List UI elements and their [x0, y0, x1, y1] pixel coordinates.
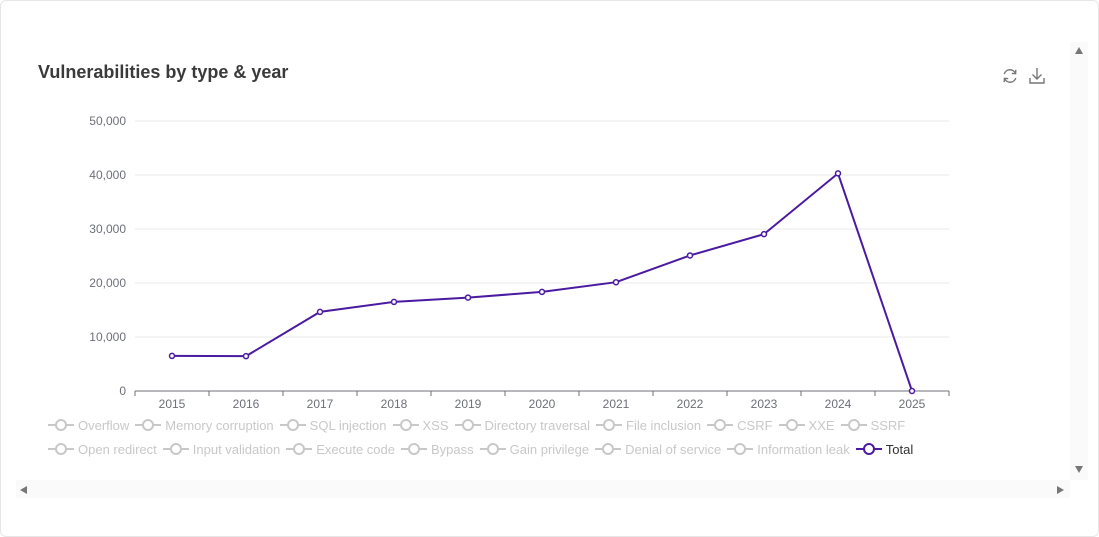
data-point [242, 352, 250, 360]
x-tick-label: 2016 [233, 397, 260, 411]
x-tick-label: 2018 [381, 397, 408, 411]
y-tick-label: 20,000 [89, 276, 126, 290]
data-point [834, 170, 842, 177]
legend-line-marker-icon [596, 419, 622, 431]
chart-legend: Overflow Memory corruption SQL injection XS… [48, 413, 953, 461]
legend-item-ssrf[interactable]: SSRF [840, 417, 906, 433]
legend-item-gain-privilege[interactable]: Gain privilege [479, 441, 590, 457]
legend-item-bypass[interactable]: Bypass [401, 442, 474, 457]
legend-item-memory-corruption[interactable]: Memory corruption [135, 417, 274, 433]
data-point [760, 230, 768, 238]
legend-label: SSRF [870, 417, 906, 433]
scroll-right-arrow-icon[interactable] [1057, 486, 1064, 494]
y-tick-label: 50,000 [89, 114, 126, 128]
y-tick-label: 10,000 [89, 330, 126, 344]
legend-item-directory-traversal[interactable]: Directory traversal [454, 417, 590, 433]
x-tick-label: 2025 [899, 397, 926, 411]
legend-label: Open redirect [78, 441, 157, 457]
chart-title: Vulnerabilities by type & year [38, 62, 289, 82]
legend-line-marker-icon [778, 419, 805, 431]
legend-label: Bypass [431, 441, 474, 457]
x-tick-label: 2017 [307, 397, 334, 411]
x-tick-label: 2015 [159, 397, 186, 411]
scroll-down-arrow-icon[interactable] [1075, 466, 1083, 473]
download-icon[interactable] [1027, 66, 1047, 86]
legend-row: Overflow Memory corruption SQL injection XS… [48, 413, 953, 437]
data-point [464, 294, 472, 301]
legend-item-execute-code[interactable]: Execute code [286, 442, 395, 457]
legend-item-xss[interactable]: XSS [392, 417, 449, 433]
legend-line-marker-icon [840, 419, 867, 431]
legend-line-marker-icon [479, 443, 506, 455]
legend-line-marker-icon [48, 419, 74, 431]
legend-line-marker-icon [727, 443, 754, 455]
refresh-icon[interactable] [1000, 66, 1020, 86]
legend-label: CSRF [737, 417, 773, 433]
legend-line-marker-icon [135, 419, 162, 431]
legend-item-open-redirect[interactable]: Open redirect [48, 442, 157, 457]
legend-line-marker-icon [707, 419, 734, 431]
legend-item-input-validation[interactable]: Input validation [162, 441, 281, 457]
legend-label: Total [885, 441, 914, 457]
y-tick-label: 0 [119, 384, 126, 398]
x-tick-label: 2023 [751, 397, 778, 411]
x-tick-label: 2021 [603, 397, 630, 411]
legend-item-overflow[interactable]: Overflow [48, 418, 129, 433]
data-point [612, 278, 620, 286]
legend-line-marker-icon [48, 443, 74, 455]
legend-line-marker-icon [286, 443, 313, 455]
data-point [538, 288, 546, 296]
legend-item-total[interactable]: Total [855, 441, 914, 457]
x-tick-label: 2022 [677, 397, 704, 411]
legend-line-marker-icon [162, 443, 189, 455]
chart-panel [16, 42, 1070, 480]
scroll-up-arrow-icon[interactable] [1075, 47, 1083, 54]
x-tick-label: 2024 [825, 397, 852, 411]
data-point [686, 252, 694, 259]
legend-label: XXE [808, 417, 835, 433]
legend-line-marker-icon [401, 443, 427, 455]
y-tick-label: 40,000 [89, 168, 126, 182]
legend-item-xxe[interactable]: XXE [778, 417, 835, 433]
y-tick-label: 30,000 [89, 222, 126, 236]
data-point [168, 352, 176, 360]
legend-label: File inclusion [626, 417, 702, 433]
vertical-scrollbar[interactable] [1070, 42, 1088, 480]
x-tick-label: 2019 [455, 397, 482, 411]
legend-item-information-leak[interactable]: Information leak [727, 442, 850, 457]
legend-row: Open redirect Input validation Execute cod… [48, 437, 953, 461]
legend-line-marker-icon [454, 419, 481, 431]
legend-label: Input validation [192, 441, 281, 457]
legend-line-marker-icon [392, 419, 419, 431]
legend-label: XSS [422, 417, 449, 433]
legend-label: SQL injection [309, 417, 387, 433]
legend-label: Execute code [316, 441, 395, 457]
legend-item-sql-injection[interactable]: SQL injection [279, 417, 387, 433]
legend-label: Directory traversal [484, 417, 590, 433]
legend-line-marker-icon [279, 419, 306, 431]
horizontal-scrollbar[interactable] [16, 480, 1070, 498]
legend-line-marker-icon [855, 443, 882, 455]
scroll-left-arrow-icon[interactable] [20, 486, 27, 494]
x-tick-label: 2020 [529, 397, 556, 411]
legend-line-marker-icon [595, 443, 622, 455]
legend-item-denial-of-service[interactable]: Denial of service [595, 442, 721, 457]
legend-item-file-inclusion[interactable]: File inclusion [596, 418, 701, 433]
legend-label: Denial of service [625, 441, 722, 457]
data-point [316, 308, 324, 316]
series-line-total [171, 171, 913, 392]
legend-label: Overflow [78, 417, 130, 433]
legend-label: Memory corruption [165, 417, 274, 433]
data-point [908, 387, 916, 395]
legend-item-csrf[interactable]: CSRF [707, 417, 773, 433]
data-point [390, 298, 398, 306]
legend-label: Gain privilege [509, 441, 590, 457]
legend-label: Information leak [757, 441, 850, 457]
